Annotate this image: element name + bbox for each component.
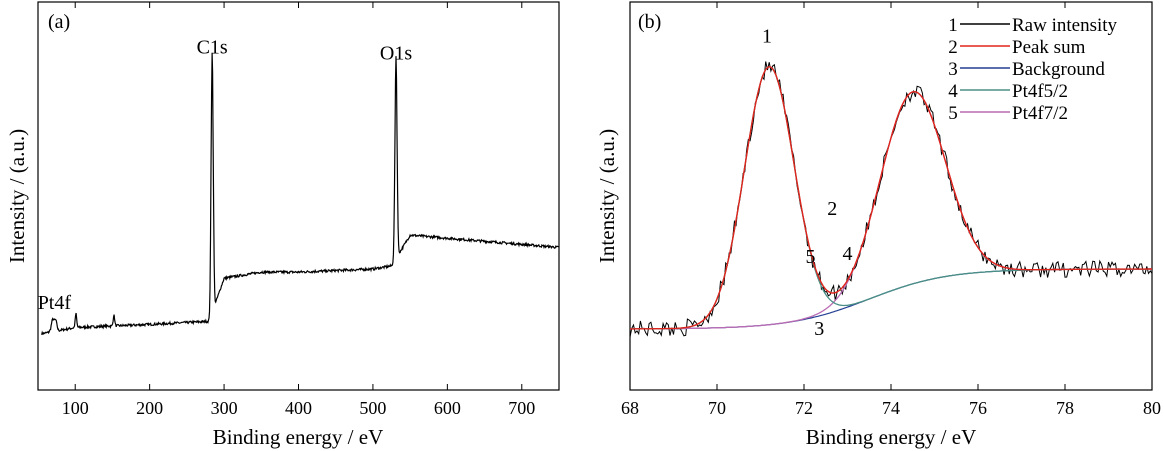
x-tick-label: 600 bbox=[434, 398, 461, 418]
x-tick-label: 100 bbox=[62, 398, 89, 418]
curve-number-label: 5 bbox=[806, 246, 816, 268]
x-tick-label: 80 bbox=[1143, 398, 1161, 418]
peak-label: O1s bbox=[380, 43, 412, 65]
legend-label: Pt4f7/2 bbox=[1012, 103, 1068, 124]
legend-label: Raw intensity bbox=[1012, 15, 1118, 36]
legend-label: Peak sum bbox=[1012, 37, 1086, 58]
panel-a-y-axis-label: Intensity / (a.u.) bbox=[5, 129, 29, 263]
legend-label: Pt4f5/2 bbox=[1012, 81, 1068, 102]
panel-b-x-axis-label: Binding energy / eV bbox=[806, 425, 977, 449]
pt4f72-line bbox=[630, 91, 1152, 330]
peak-sum-line bbox=[630, 65, 1152, 330]
panel-a-frame bbox=[37, 1, 560, 391]
x-tick-label: 700 bbox=[508, 398, 535, 418]
legend-number: 3 bbox=[948, 59, 958, 80]
peak-label: Pt4f bbox=[38, 292, 72, 314]
panel-a-x-axis-label: Binding energy / eV bbox=[213, 425, 384, 449]
x-tick-label: 74 bbox=[882, 398, 900, 418]
panel-a-label: (a) bbox=[48, 11, 70, 33]
panel-b-x-axis: 68 70 72 74 76 78 80 bbox=[621, 2, 1161, 418]
x-tick-label: 68 bbox=[621, 398, 639, 418]
pt4f52-line bbox=[630, 66, 1152, 330]
x-tick-label: 200 bbox=[136, 398, 163, 418]
peak-label: C1s bbox=[197, 36, 228, 58]
panel-a-x-axis: 100 200 300 400 500 600 700 bbox=[62, 2, 535, 418]
x-tick-label: 78 bbox=[1056, 398, 1074, 418]
x-tick-label: 70 bbox=[708, 398, 726, 418]
panel-a-annotations: C1s O1s Pt4f bbox=[38, 36, 413, 314]
curve-number-label: 3 bbox=[814, 318, 824, 340]
raw-intensity-line bbox=[629, 61, 1153, 338]
curve-number-label: 2 bbox=[827, 198, 837, 220]
panel-b-legend: 1 Raw intensity 2 Peak sum 3 Background 4 Pt4f5… bbox=[948, 15, 1117, 124]
x-tick-label: 400 bbox=[285, 398, 312, 418]
x-tick-label: 72 bbox=[795, 398, 813, 418]
panel-b-series bbox=[629, 61, 1153, 338]
legend-number: 5 bbox=[948, 103, 958, 124]
curve-number-label: 1 bbox=[762, 26, 772, 48]
panel-b-label: (b) bbox=[638, 11, 661, 33]
x-tick-label: 300 bbox=[211, 398, 238, 418]
panel-b-y-axis-label: Intensity / (a.u.) bbox=[595, 129, 619, 263]
x-tick-label: 500 bbox=[359, 398, 386, 418]
panel-a-series bbox=[41, 52, 559, 336]
legend-number: 1 bbox=[948, 15, 958, 36]
legend-number: 2 bbox=[948, 37, 958, 58]
x-tick-label: 76 bbox=[969, 398, 987, 418]
legend-number: 4 bbox=[948, 81, 958, 102]
survey-spectrum-line bbox=[41, 52, 559, 336]
curve-number-label: 4 bbox=[843, 243, 853, 265]
legend-label: Background bbox=[1012, 59, 1105, 80]
panel-a: (a) 100 200 300 400 500 600 700 C1s O1s Pt4f Bin… bbox=[5, 1, 560, 449]
panel-b-annotations: 1 2 3 4 5 bbox=[762, 26, 852, 341]
